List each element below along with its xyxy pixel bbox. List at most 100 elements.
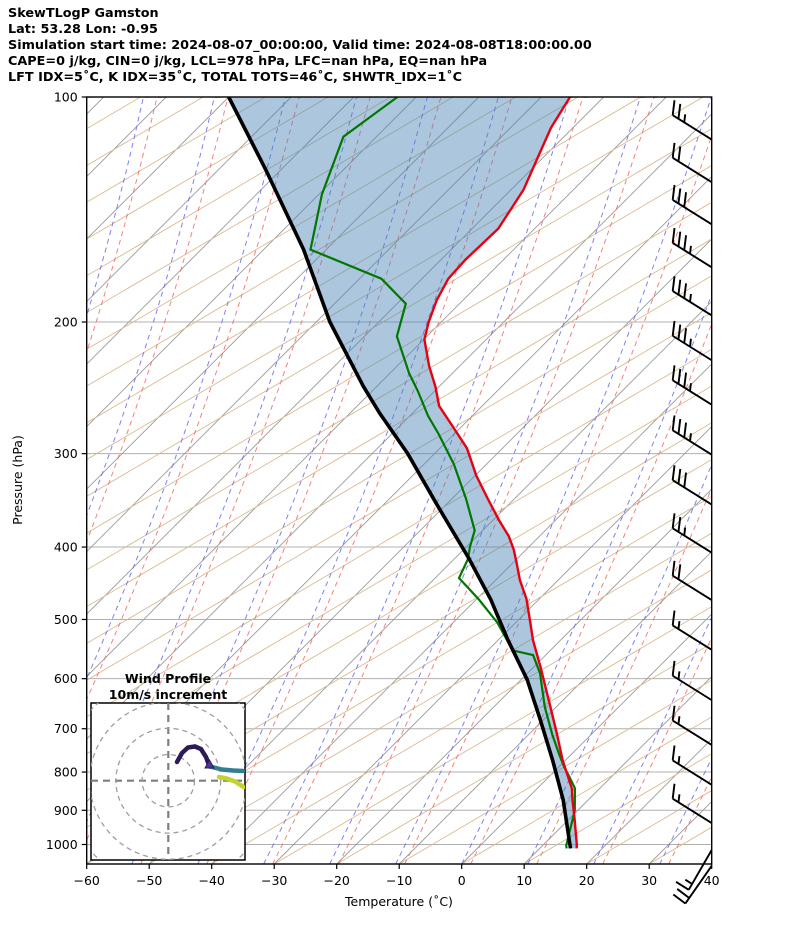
wind-barb (671, 660, 713, 701)
wind-barb (671, 513, 713, 554)
wind-barb (671, 610, 713, 651)
wind-barb-full-tick (677, 418, 682, 435)
isotherm-line (86, 97, 292, 303)
wind-barb (671, 320, 713, 362)
sounding-curves (227, 97, 579, 849)
cin-shaded-area (228, 97, 577, 849)
dry-adiabat-line (86, 275, 712, 644)
wind-barb-staff (672, 242, 713, 269)
wind-barb-full-tick (671, 415, 676, 431)
wind-barb-full-tick (683, 372, 687, 388)
hodograph-speed-ring (115, 727, 222, 834)
x-tick-label: 20 (579, 873, 595, 888)
wind-barb-half-tick (677, 716, 681, 725)
dry-adiabat-line (86, 128, 712, 497)
hodograph-inset: Wind Profile 10m/s increment (90, 671, 246, 861)
wind-barb-full-tick (671, 320, 676, 336)
wind-barb-full-tick (671, 100, 676, 116)
wind-barb-full-tick (677, 103, 682, 119)
wind-barb (671, 745, 713, 786)
wind-barb-half-tick (689, 433, 692, 442)
x-tick-label: −40 (199, 873, 225, 888)
moist-adiabat-blue-line (263, 97, 580, 864)
moist-adiabat-blue-line (659, 757, 712, 864)
x-tick-label: 0 (458, 873, 466, 888)
isotherm-line (86, 97, 542, 553)
wind-barb-half-tick (689, 338, 692, 347)
wind-barb-full-tick (671, 227, 676, 244)
dry-adiabat-line (86, 238, 712, 608)
x-tick-label: −20 (324, 873, 350, 888)
wind-barb-half-tick (689, 293, 692, 303)
wind-barb-full-tick (671, 465, 676, 481)
wind-barb-full-tick (675, 881, 690, 891)
x-tick-label: −30 (261, 873, 287, 888)
wind-barb (671, 705, 713, 746)
dry-adiabat-line (273, 606, 712, 864)
wind-barb (671, 465, 713, 506)
dry-adiabat-line (211, 569, 712, 864)
x-tick-label: 40 (704, 873, 720, 888)
isotherm-line (86, 97, 480, 490)
wind-barb-full-tick (677, 188, 682, 204)
y-tick-label: 800 (54, 765, 78, 780)
dry-adiabat-line (86, 348, 712, 718)
wind-barb-full-tick (671, 745, 676, 761)
wind-barb (671, 560, 713, 601)
wind-barb-half-tick (677, 671, 681, 680)
wind-barb-staff (672, 527, 713, 554)
wind-barb-full-tick (683, 422, 687, 438)
wind-barb-staff (672, 797, 713, 824)
y-tick-label: 700 (54, 721, 78, 736)
wind-barb (671, 142, 713, 183)
cape-indices-line: CAPE=0 j/kg, CIN=0 j/kg, LCL=978 hPa, LF… (8, 54, 487, 69)
isotherm-line (586, 738, 712, 864)
wind-barb-staff (672, 379, 713, 406)
wind-barb-half-tick (689, 245, 692, 254)
temperature-curve (423, 97, 579, 849)
moist-adiabat-red-line (536, 487, 712, 864)
wind-barb-staff (672, 199, 713, 226)
wind-barb-staff (672, 479, 713, 506)
wind-barb-full-tick (683, 328, 687, 344)
dry-adiabat-line (86, 97, 641, 424)
wind-barb-full-tick (676, 888, 690, 899)
wind-barb (671, 783, 713, 824)
wind-barb-full-tick (677, 368, 682, 385)
wind-barb-full-tick (671, 276, 676, 292)
dry-adiabat-line (336, 642, 712, 864)
isotherm-line (86, 97, 355, 365)
x-tick-label: 10 (516, 873, 532, 888)
x-tick-label: −50 (136, 873, 162, 888)
sim-time-line: Simulation start time: 2024-08-07_00:00:… (8, 38, 592, 53)
y-tick-label: 900 (54, 803, 78, 818)
dry-adiabat-line (86, 97, 704, 461)
y-tick-label: 200 (54, 315, 78, 330)
latlon-line: Lat: 53.28 Lon: -0.95 (8, 22, 158, 37)
moist-adiabat-blue-line (0, 97, 8, 864)
wind-barb-staff (672, 429, 713, 456)
dry-adiabat-line (86, 97, 454, 314)
wind-barb (671, 184, 713, 226)
wind-barb-full-tick (677, 324, 682, 340)
wind-barb-full-tick (683, 283, 687, 299)
header-block: SkewTLogP Gamston Lat: 53.28 Lon: -0.95 … (8, 6, 592, 85)
y-tick-label: 1000 (46, 837, 78, 852)
moist-adiabat-red-line (206, 97, 523, 864)
wind-barb-full-tick (683, 192, 687, 208)
isotherm-line (86, 97, 605, 615)
wind-barb (671, 227, 713, 269)
chart-title: SkewTLogP Gamston (8, 6, 159, 21)
dry-adiabat-line (148, 532, 712, 864)
wind-barb-full-tick (671, 142, 676, 158)
wind-barb-full-tick (683, 472, 687, 488)
wind-barb-full-tick (671, 365, 676, 381)
dry-adiabat-line (86, 97, 516, 350)
y-tick-label: 600 (54, 671, 78, 686)
y-tick-label: 300 (54, 446, 78, 461)
moist-adiabat-red-line (404, 134, 712, 864)
wind-barb (672, 865, 713, 905)
isotherm-line (461, 613, 712, 864)
moist-adiabat-red-line (272, 97, 594, 864)
